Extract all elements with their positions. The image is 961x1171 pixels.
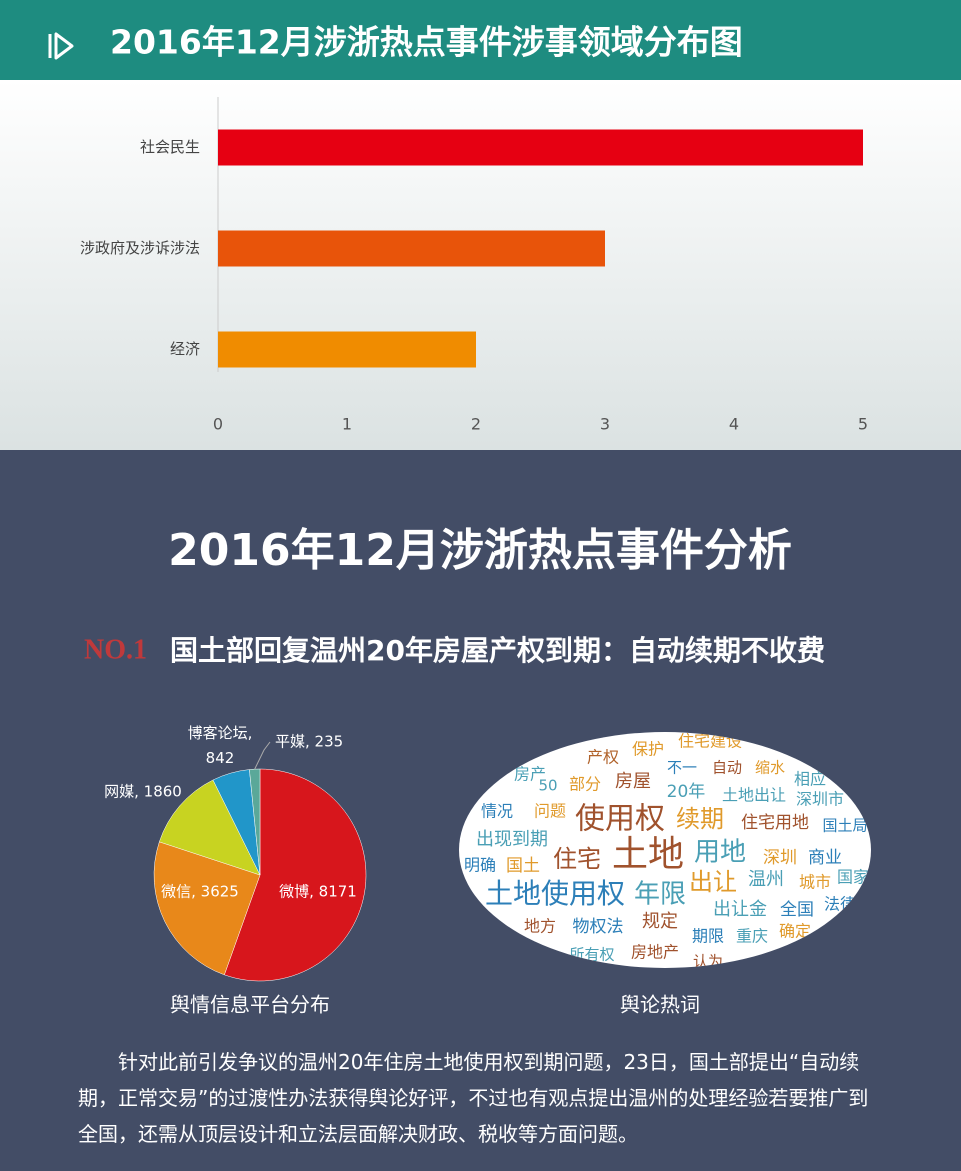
cloud-word: 续期: [676, 805, 724, 833]
pie-slice: [224, 768, 367, 982]
cloud-word: 用地: [694, 838, 746, 868]
y-tick-label: 涉政府及涉诉涉法: [80, 239, 200, 257]
cloud-word: 房屋: [615, 771, 651, 792]
cloud-word: 重庆: [736, 927, 768, 946]
cloud-word: 国土: [506, 856, 540, 876]
cloud-word: 产权: [587, 748, 619, 767]
cloud-word: 温州: [748, 869, 784, 890]
pie-caption: 舆情信息平台分布: [170, 993, 330, 1017]
x-tick-label: 5: [858, 415, 868, 434]
header-bar: [0, 0, 961, 80]
cloud-word: 年限: [634, 880, 686, 910]
cloud-word: 情况: [481, 802, 513, 821]
cloud-word: 50: [538, 777, 557, 795]
cloud-word: 问题: [534, 802, 566, 821]
cloud-caption: 舆论热词: [620, 993, 700, 1017]
pie-slice: [153, 841, 261, 976]
leader-line: [254, 741, 271, 770]
cloud-word: 期限: [692, 927, 724, 946]
cloud-word: 土地: [612, 834, 684, 875]
cloud-word: 地方: [524, 917, 556, 936]
bar: [218, 331, 476, 368]
x-tick-label: 0: [213, 415, 223, 434]
pie-slice: [249, 768, 261, 876]
cloud-word: 认为: [693, 953, 723, 971]
cloud-word: 部分: [569, 775, 601, 794]
cloud-word: 20年: [667, 782, 706, 802]
cloud-word: 法律: [824, 895, 856, 914]
cloud-word: 住宅用地: [741, 813, 809, 833]
x-tick-label: 2: [471, 415, 481, 434]
data-label: 微博, 8171: [279, 883, 357, 901]
cloud-word: 深圳市: [796, 790, 844, 809]
cloud-word: 自动: [712, 759, 742, 777]
cloud-word: 全国: [780, 900, 814, 920]
paragraph: 针对此前引发争议的温州20年住房土地使用权到期问题，23日，国土部提出“自动续期…: [78, 1050, 869, 1146]
cloud-word: 确定: [779, 922, 811, 941]
headline: 国土部回复温州20年房屋产权到期：自动续期不收费: [170, 634, 825, 667]
cloud-word: 保护: [632, 740, 664, 759]
cloud-word: 出现到期: [476, 829, 548, 850]
data-label: 网媒, 1860: [104, 783, 182, 801]
cloud-word: 深圳: [763, 848, 797, 868]
cloud-word: 房产: [514, 765, 546, 784]
cloud-word: 国土局: [822, 817, 867, 835]
header-title: 2016年12月涉浙热点事件涉事领域分布图: [110, 23, 743, 62]
cloud-word: 商业: [808, 848, 842, 868]
pie-chart: 微博, 8171 微信, 3625 网媒, 1860 博客论坛, 842 平媒, 235: [104, 724, 367, 982]
x-tick-label: 1: [342, 415, 352, 434]
data-label: 微信, 3625: [161, 883, 239, 901]
data-label: 平媒, 235: [275, 733, 343, 751]
cloud-word: 出让: [689, 868, 737, 896]
cloud-word: 使用权: [575, 802, 665, 837]
cloud-word: 出让金: [713, 899, 767, 920]
cloud-word: 物权法: [573, 917, 624, 937]
bar: [218, 129, 863, 166]
cloud-word: 规定: [642, 911, 678, 932]
cloud-word: 土地出让: [722, 786, 786, 805]
play-icon: [48, 32, 74, 60]
cloud-word: 所有权: [569, 946, 614, 964]
cloud-word: 不一: [667, 759, 697, 777]
cloud-word: 缩水: [755, 759, 785, 777]
bar: [218, 230, 605, 267]
word-cloud-bg: [459, 732, 871, 968]
cloud-word: 住宅: [553, 845, 601, 873]
pie-slice: [159, 779, 261, 876]
cloud-word: 明确: [464, 856, 496, 875]
cloud-word: 城市: [799, 873, 831, 892]
y-tick-label: 社会民生: [140, 138, 200, 156]
cloud-word: 住宅建设: [678, 732, 742, 751]
data-label: 博客论坛, 842: [188, 724, 253, 767]
cloud-word: 房地产: [631, 943, 679, 962]
x-tick-label: 4: [729, 415, 739, 434]
cloud-word: 相应: [794, 770, 826, 789]
x-tick-label: 3: [600, 415, 610, 434]
cloud-word: 国家: [837, 868, 869, 887]
y-tick-label: 经济: [170, 340, 200, 358]
section-title: 2016年12月涉浙热点事件分析: [168, 525, 792, 576]
cloud-word: 土地使用权: [485, 877, 625, 910]
badge: NO.1: [84, 634, 147, 665]
